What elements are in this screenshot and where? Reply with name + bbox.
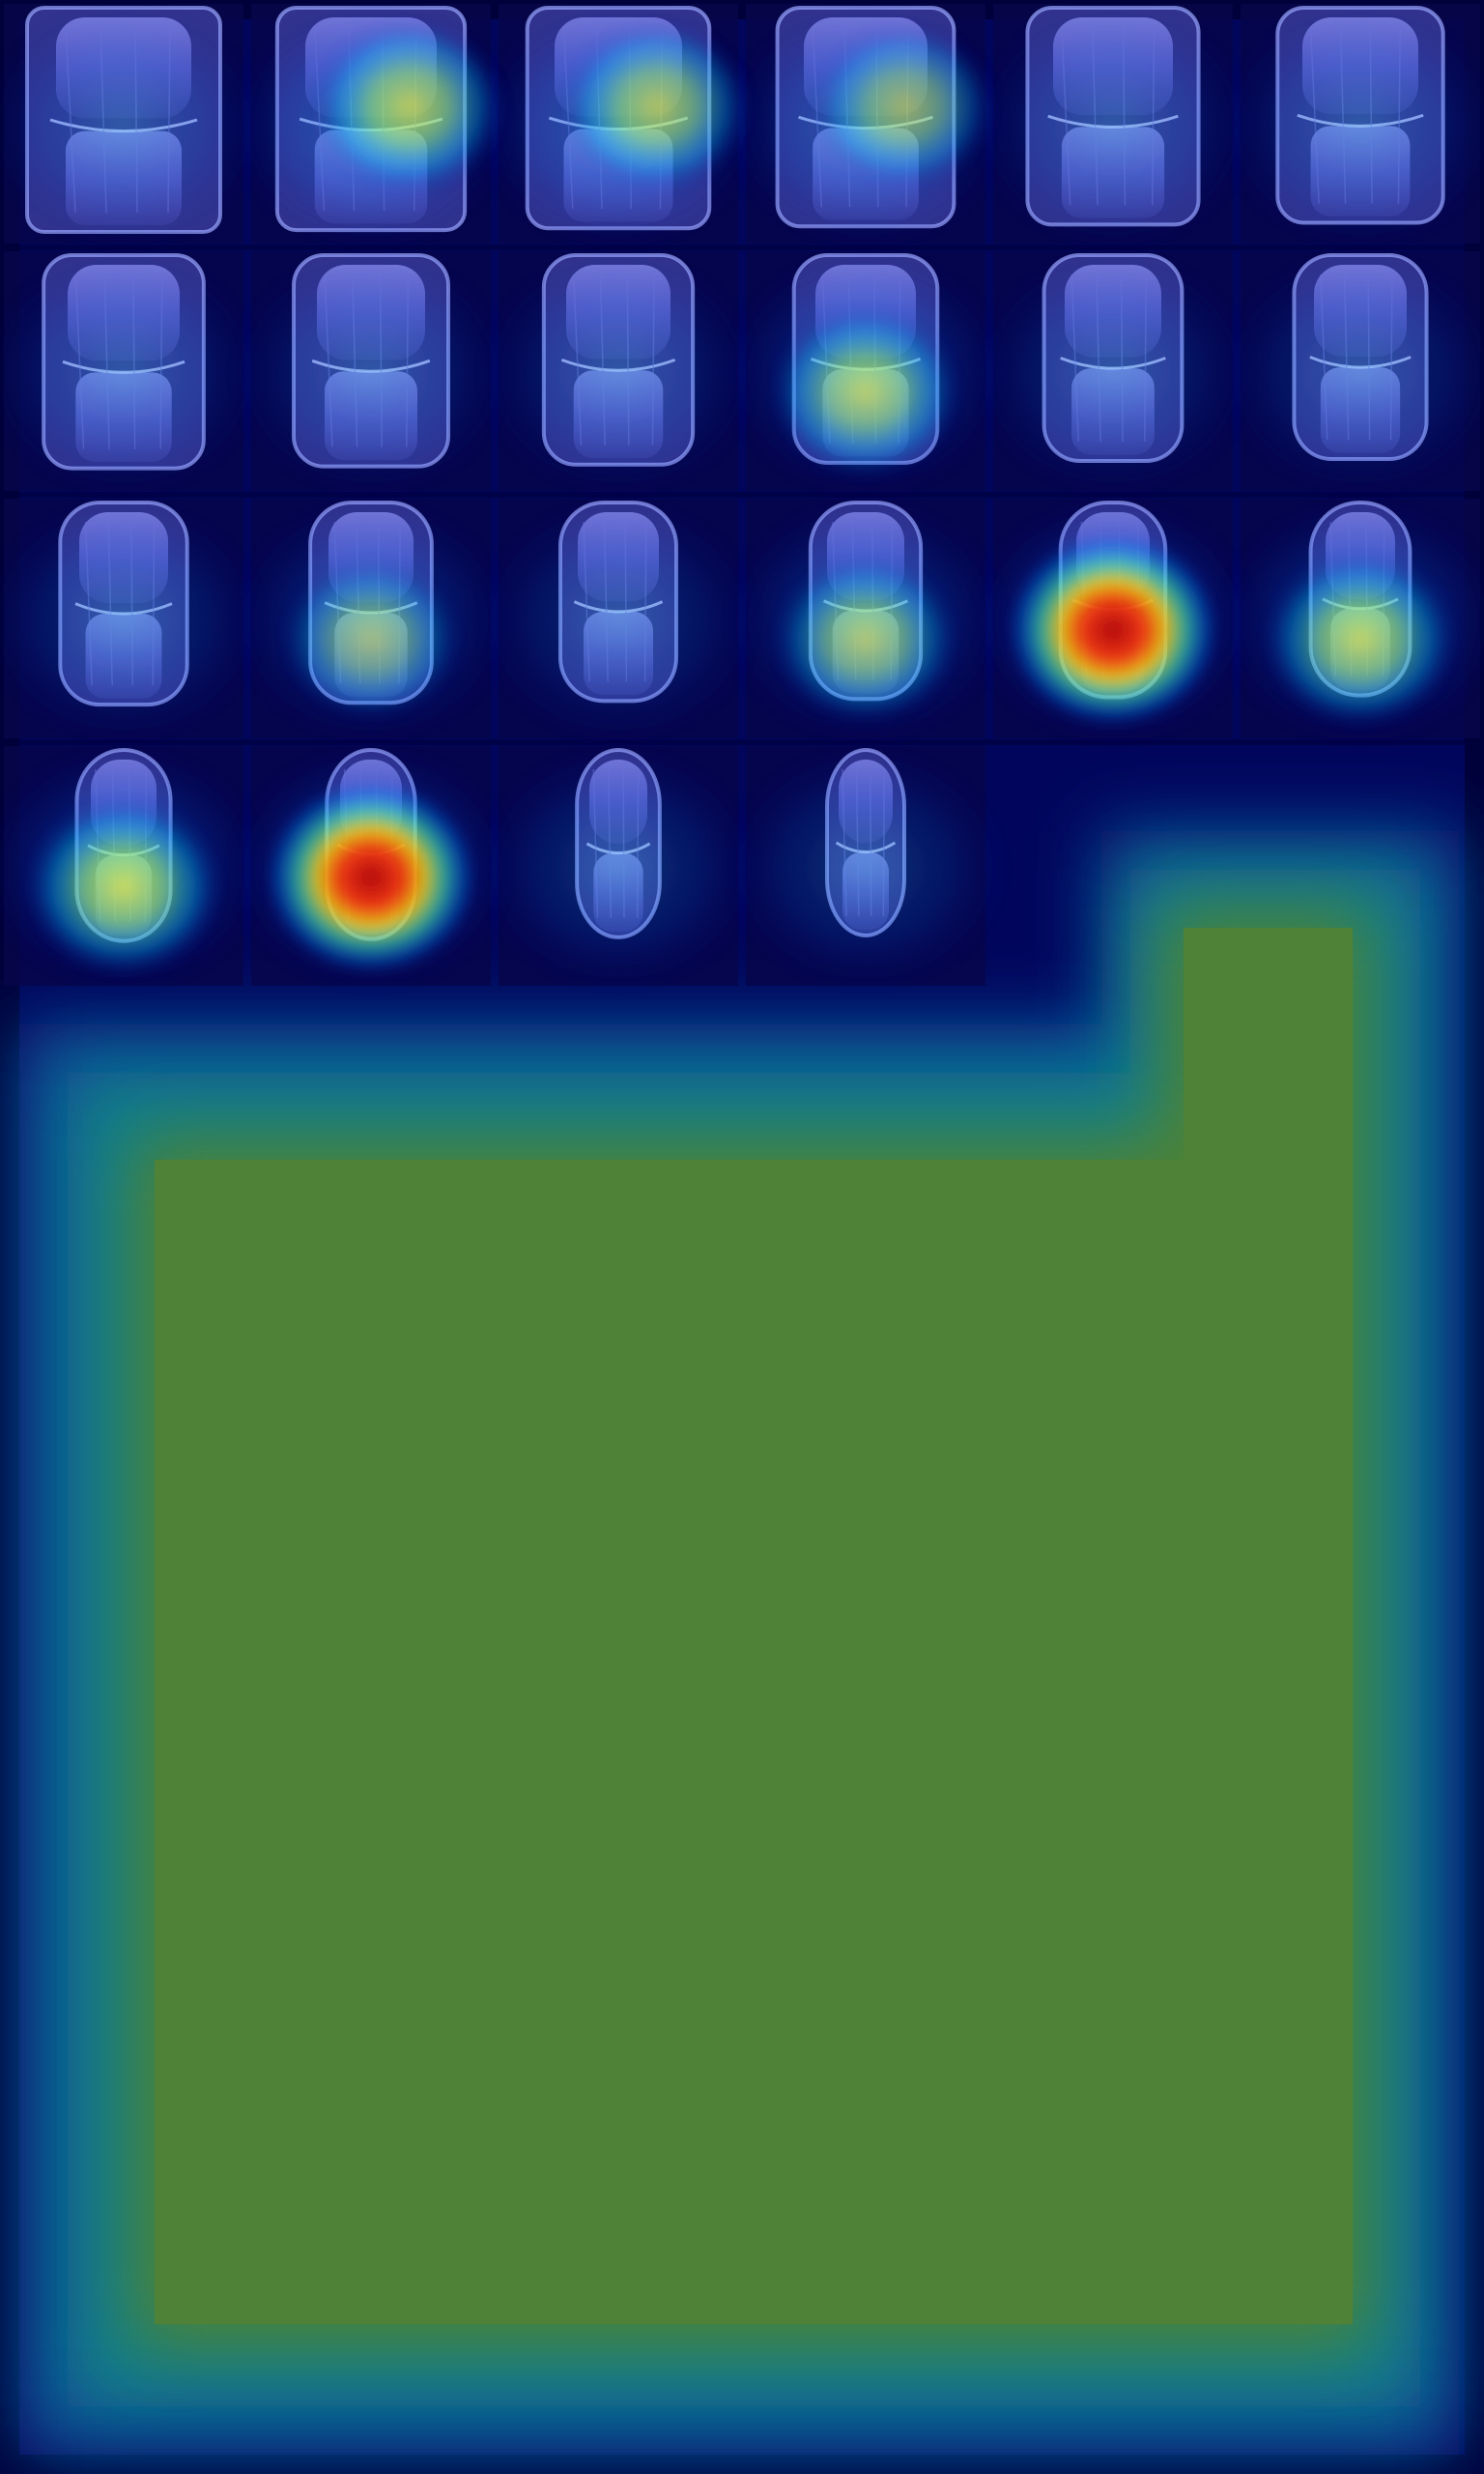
attention-blob xyxy=(721,247,1011,499)
attention-blob xyxy=(721,742,1011,993)
attention-blob xyxy=(226,742,516,993)
attention-blob xyxy=(1215,0,1484,251)
attention-blob xyxy=(473,495,763,746)
attention-blob xyxy=(226,0,516,251)
empty-region-heat xyxy=(19,831,1459,2455)
attention-blob xyxy=(721,495,1011,746)
heat-overlays xyxy=(0,0,1484,993)
attention-blob xyxy=(226,247,516,499)
attention-blob xyxy=(473,0,763,251)
attention-blob xyxy=(473,742,763,993)
attention-blob xyxy=(1215,495,1484,746)
attention-blob xyxy=(0,742,269,993)
attention-blob xyxy=(473,247,763,499)
attention-blob xyxy=(226,495,516,746)
attention-blob xyxy=(968,495,1258,746)
attention-blob xyxy=(0,247,269,499)
attention-blob xyxy=(968,247,1258,499)
attention-blob xyxy=(968,0,1258,251)
attention-blob xyxy=(0,0,269,251)
attention-blob xyxy=(0,495,269,746)
attention-blob xyxy=(1215,247,1484,499)
attention-blob xyxy=(721,0,1011,251)
